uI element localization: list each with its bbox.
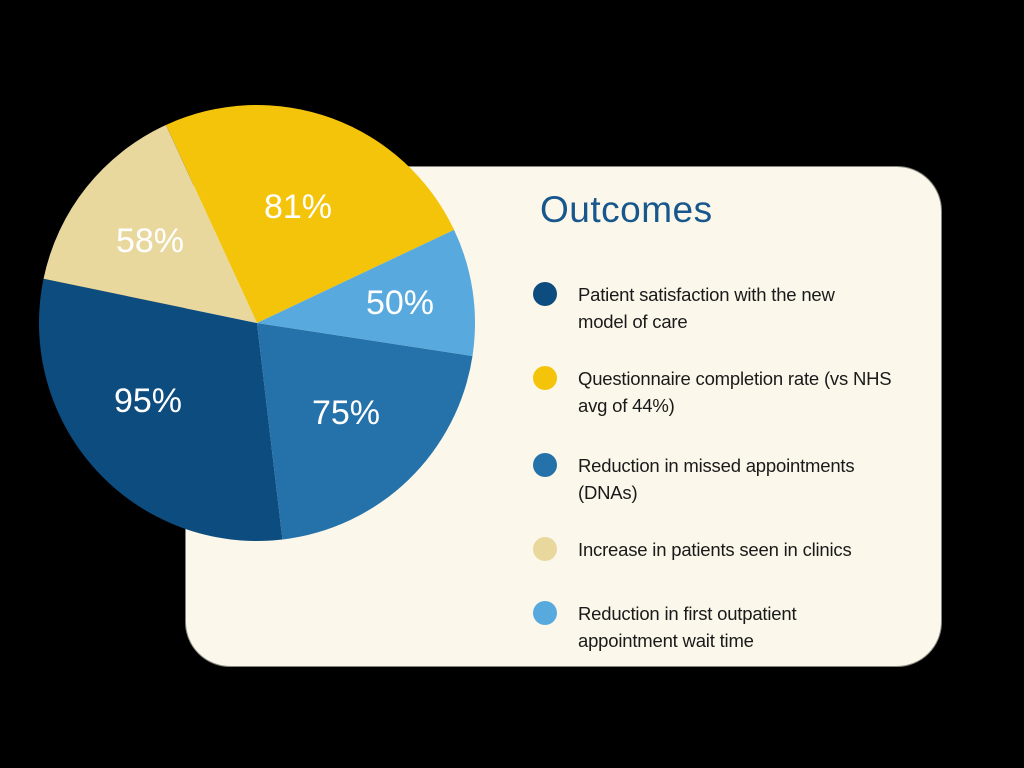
pie-slice-value-increase-patients-seen: 58% (116, 222, 184, 260)
legend-dot-reduction-missed-appointments (533, 453, 557, 477)
legend-item-reduction-wait-time: Reduction in first outpatient appointmen… (533, 600, 797, 654)
legend-item-increase-patients-seen: Increase in patients seen in clinics (533, 536, 852, 563)
legend-label-reduction-wait-time: Reduction in first outpatient appointmen… (578, 603, 797, 651)
legend-label-questionnaire-completion-rate: Questionnaire completion rate (vs NHS av… (578, 368, 892, 416)
legend-label-reduction-missed-appointments: Reduction in missed appointments (DNAs) (578, 455, 855, 503)
pie-slice-patient-satisfaction (39, 278, 283, 541)
pie-slice-value-reduction-missed-appointments: 75% (312, 394, 380, 432)
legend-dot-increase-patients-seen (533, 537, 557, 561)
legend-item-questionnaire-completion-rate: Questionnaire completion rate (vs NHS av… (533, 365, 892, 419)
pie-slice-value-reduction-wait-time: 50% (366, 284, 434, 322)
pie-slice-reduction-wait-time (257, 229, 475, 356)
pie-slice-increase-patients-seen (43, 124, 257, 323)
pie-slice-value-patient-satisfaction: 95% (114, 382, 182, 420)
legend-dot-reduction-wait-time (533, 601, 557, 625)
pie-slice-questionnaire-completion-rate (165, 105, 455, 323)
pie-slice-reduction-missed-appointments (257, 323, 473, 540)
pie-chart: 95% 81% 75% 58% 50% (39, 105, 475, 541)
legend-dot-questionnaire-completion-rate (533, 366, 557, 390)
legend-label-patient-satisfaction: Patient satisfaction with the new model … (578, 284, 835, 332)
legend-label-increase-patients-seen: Increase in patients seen in clinics (578, 539, 852, 560)
legend-dot-patient-satisfaction (533, 282, 557, 306)
card-title: Outcomes (540, 189, 713, 230)
pie-slice-value-questionnaire-completion-rate: 81% (264, 188, 332, 226)
legend-item-reduction-missed-appointments: Reduction in missed appointments (DNAs) (533, 452, 855, 506)
legend-item-patient-satisfaction: Patient satisfaction with the new model … (533, 281, 835, 335)
